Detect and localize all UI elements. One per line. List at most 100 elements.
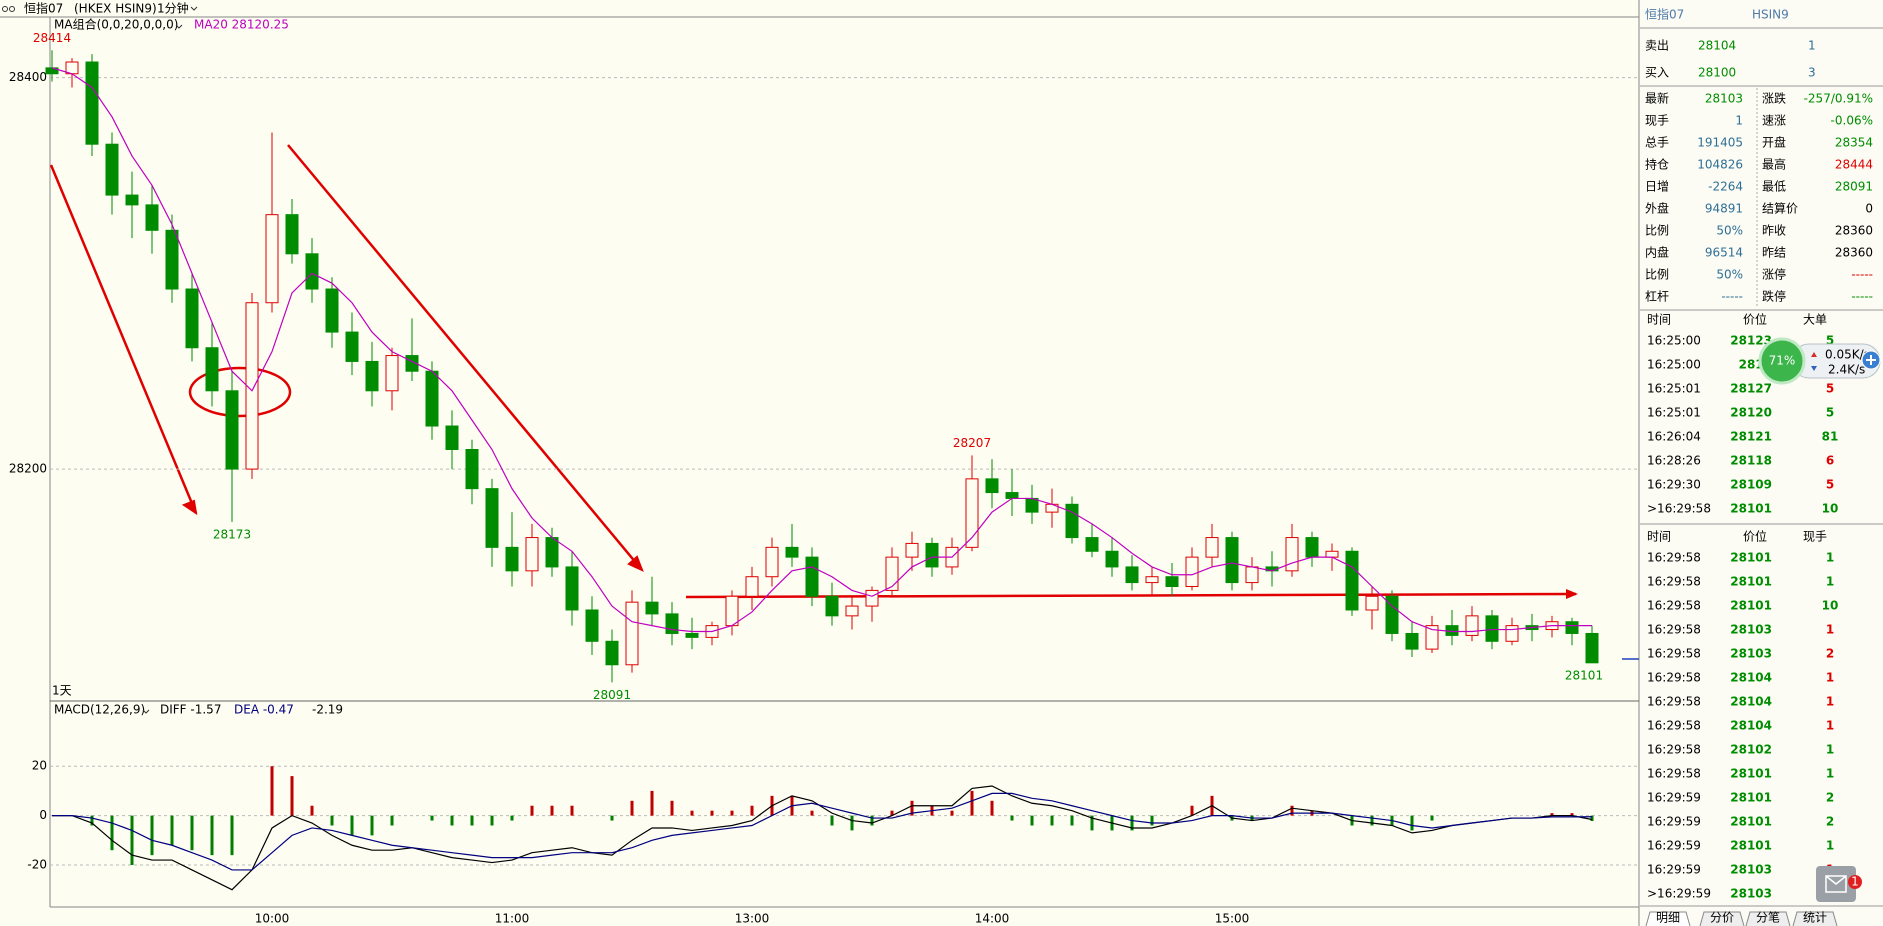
trade-size: 10 <box>1822 599 1839 613</box>
trade-size: 1 <box>1826 743 1834 757</box>
table-header: 时间 <box>1647 530 1671 544</box>
tab-shape[interactable] <box>1792 911 1838 926</box>
candle-body <box>165 229 179 290</box>
table-header: 价位 <box>1743 312 1767 327</box>
stat-label: 内盘 <box>1645 245 1669 260</box>
trade-time: 16:29:30 <box>1647 478 1701 492</box>
stat-label: 杠杆 <box>1645 289 1669 304</box>
stat-label: 涨停 <box>1762 267 1786 282</box>
y-tick-label: 28200 <box>9 462 47 476</box>
trade-time: 16:29:58 <box>1647 671 1701 685</box>
toolbar-icon[interactable] <box>2 6 8 12</box>
tab-label[interactable]: 明细 <box>1656 911 1680 925</box>
y-tick-label: 28400 <box>9 70 47 84</box>
candle-body <box>1385 595 1399 634</box>
arrow-head <box>1566 589 1578 599</box>
candle-body <box>205 347 219 392</box>
quote-price: 28100 <box>1698 66 1736 80</box>
stat-label: 持仓 <box>1645 157 1669 172</box>
trade-time: 16:29:58 <box>1647 623 1701 637</box>
candle-body <box>185 288 199 349</box>
stat-value: 28360 <box>1835 224 1873 238</box>
candle-body <box>1245 566 1259 584</box>
down-icon <box>1811 366 1817 371</box>
quote-label: 卖出 <box>1645 39 1669 53</box>
stat-label: 最低 <box>1762 180 1786 194</box>
stat-value: 0 <box>1865 202 1873 216</box>
tab-shape[interactable] <box>1699 911 1745 926</box>
stat-label: 昨结 <box>1762 246 1786 260</box>
stat-value: 28103 <box>1705 92 1743 106</box>
trade-size: 5 <box>1826 478 1834 492</box>
stat-value: ----- <box>1851 268 1873 282</box>
trade-price: 28101 <box>1730 815 1772 829</box>
trade-price: 28118 <box>1730 454 1772 468</box>
net-percent: 71% <box>1769 354 1796 368</box>
stat-value: -2264 <box>1708 180 1743 194</box>
candle-body <box>525 537 539 572</box>
toolbar-icon[interactable] <box>9 6 15 12</box>
toolbar-period[interactable]: 1分钟 <box>157 1 189 16</box>
trade-size: 6 <box>1826 454 1834 468</box>
quote-panel-bg <box>1640 0 1883 926</box>
candle-body <box>605 640 619 666</box>
tab-shape[interactable] <box>1645 911 1691 926</box>
candle-body <box>1085 537 1099 552</box>
candle-body <box>485 488 499 548</box>
candle-body <box>445 425 459 451</box>
trade-size: 1 <box>1826 719 1834 733</box>
trade-size: 1 <box>1826 839 1834 853</box>
stat-label: 外盘 <box>1645 201 1669 216</box>
tab-label[interactable]: 分笔 <box>1756 910 1780 925</box>
candle-body <box>1205 537 1219 558</box>
tab-shape[interactable] <box>1745 911 1791 926</box>
candle-body <box>905 542 919 558</box>
indicator-label[interactable]: MA组合(0,0,20,0,0,0) <box>54 17 178 32</box>
candle-body <box>285 214 299 255</box>
dropdown-icon[interactable] <box>190 6 198 11</box>
trade-price: 28101 <box>1730 502 1772 516</box>
download-speed: 2.4K/s <box>1828 363 1865 377</box>
trade-time: >16:29:58 <box>1647 502 1711 516</box>
trade-price: 28101 <box>1730 551 1772 565</box>
table-header: 价位 <box>1743 529 1767 544</box>
stat-label: 最高 <box>1762 157 1786 172</box>
stat-value: 191405 <box>1697 136 1743 150</box>
dropdown-icon[interactable] <box>142 709 150 714</box>
x-tick-label: 11:00 <box>495 912 530 926</box>
table-header: 时间 <box>1647 313 1671 327</box>
candle-body <box>565 566 579 611</box>
toolbar-symbol[interactable]: 恒指07 <box>24 1 63 16</box>
trade-time: 16:29:59 <box>1647 791 1701 805</box>
candle-body <box>785 546 799 558</box>
candle-body <box>1305 537 1319 558</box>
net-gauge[interactable] <box>1758 337 1806 385</box>
price-annotation: 28414 <box>33 31 71 45</box>
tab-label[interactable]: 统计 <box>1803 911 1827 925</box>
stat-label: 总手 <box>1645 136 1669 150</box>
dropdown-icon[interactable] <box>175 24 183 29</box>
table-header: 现手 <box>1803 530 1827 544</box>
candle-body <box>825 595 839 617</box>
price-annotation: 28091 <box>593 688 631 702</box>
macd-title[interactable]: MACD(12,26,9) <box>54 703 145 717</box>
candle-body <box>1585 632 1599 664</box>
trade-size: 1 <box>1826 623 1834 637</box>
mail-count: 1 <box>1851 875 1859 889</box>
candle-body <box>1465 615 1479 636</box>
upload-speed: 0.05K/s <box>1825 348 1870 362</box>
y-tick-label: 20 <box>32 759 47 773</box>
quote-size: 3 <box>1808 66 1816 80</box>
trade-price: 28127 <box>1730 382 1772 396</box>
candle-body <box>1405 632 1419 650</box>
trend-arrow <box>49 164 198 514</box>
macd-line <box>52 792 1593 871</box>
candle-body <box>1425 625 1439 650</box>
stat-value: 50% <box>1716 268 1743 282</box>
tab-label[interactable]: 分价 <box>1710 911 1734 925</box>
trade-time: 16:29:58 <box>1647 599 1701 613</box>
candle-body <box>985 478 999 494</box>
